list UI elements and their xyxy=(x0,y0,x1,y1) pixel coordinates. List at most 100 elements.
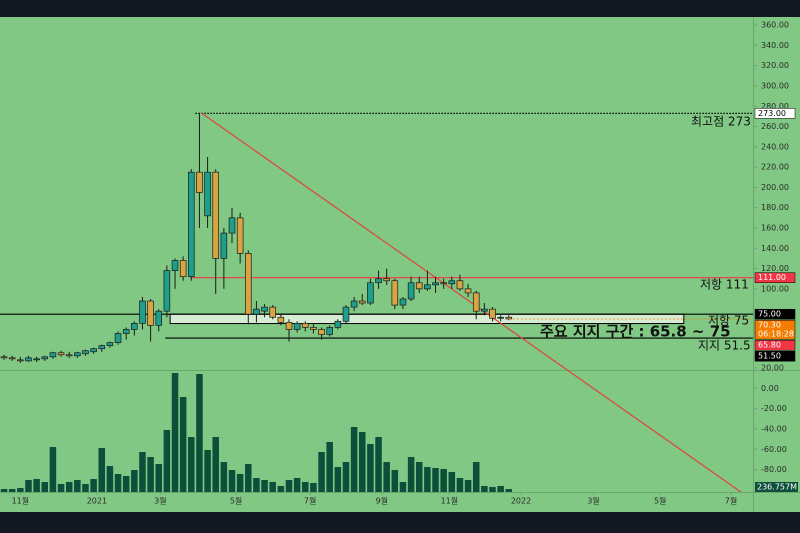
y-tick-label: 300.00 xyxy=(761,81,789,90)
volume-bar xyxy=(114,474,122,492)
volume-bar xyxy=(489,487,496,492)
candle-body xyxy=(0,356,8,359)
volume-bar xyxy=(65,482,73,492)
volume-bar xyxy=(49,447,57,492)
y2-tick-label: -40.00 xyxy=(761,424,787,433)
x-tick-label: 11월 xyxy=(12,496,30,506)
candle-body xyxy=(505,316,513,320)
volume-bar xyxy=(171,373,179,492)
volume-bar xyxy=(358,432,366,492)
candle-body xyxy=(448,280,456,285)
volume-bar xyxy=(17,488,24,492)
volume-bar xyxy=(293,478,301,492)
candle-body xyxy=(326,327,333,335)
candle-body xyxy=(464,288,472,294)
volume-bar xyxy=(277,486,285,492)
y-tick-label: 260.00 xyxy=(761,122,789,131)
x-tick-label: 2021 xyxy=(87,497,107,506)
candle-body xyxy=(293,322,301,330)
volume-bar xyxy=(25,480,32,492)
volume-tag-label: 236.757M xyxy=(757,483,797,492)
annotation: 저항 111 xyxy=(700,278,749,292)
x-tick-label: 3월 xyxy=(587,496,599,506)
volume-bar xyxy=(456,478,464,492)
volume-bar xyxy=(472,462,480,492)
y-tick-label: 180.00 xyxy=(761,203,789,212)
candle-body xyxy=(163,270,171,312)
candle-body xyxy=(285,321,293,330)
candle-body xyxy=(114,333,122,343)
volume-bar xyxy=(334,467,342,492)
x-tick-label: 7월 xyxy=(725,496,737,506)
candle-body xyxy=(456,280,464,290)
candle-body xyxy=(171,260,179,271)
volume-bar xyxy=(302,482,309,492)
candle-body xyxy=(277,316,285,323)
x-tick-label: 9월 xyxy=(376,496,388,506)
volume-bar xyxy=(432,468,439,492)
candle-body xyxy=(220,232,228,259)
candle-body xyxy=(236,217,244,254)
candle-body xyxy=(65,354,73,357)
price-tag-label: 273.00 xyxy=(758,109,786,118)
candle-body xyxy=(74,352,81,357)
candle-body xyxy=(8,357,16,360)
x-tick-label: 5월 xyxy=(654,496,666,506)
volume-bar xyxy=(415,462,423,492)
volume-bar xyxy=(82,484,89,492)
candle-body xyxy=(391,280,399,306)
candle-body xyxy=(82,350,89,355)
volume-bar xyxy=(318,452,325,492)
volume-bar xyxy=(196,374,203,492)
x-tick-label: 2022 xyxy=(511,497,531,506)
candle-body xyxy=(228,217,236,234)
candle-body xyxy=(367,282,374,304)
volume-bar xyxy=(310,483,317,492)
volume-bar xyxy=(407,457,415,492)
y-tick-label: 220.00 xyxy=(761,163,789,172)
price-tag-label: 111.00 xyxy=(758,273,786,282)
candle-body xyxy=(41,356,49,360)
volume-bar xyxy=(155,464,162,492)
candle-body xyxy=(489,308,496,319)
candle-body xyxy=(98,345,106,350)
price-tag-label: 70.30 xyxy=(758,321,781,330)
countdown: 06:18:28 xyxy=(758,330,794,339)
volume-bar xyxy=(220,462,228,492)
volume-bar xyxy=(245,464,252,492)
candle-body xyxy=(245,252,252,315)
volume-bar xyxy=(383,462,390,492)
volume-bar xyxy=(285,480,293,492)
volume-bar xyxy=(106,466,114,492)
plot-area xyxy=(0,112,753,492)
candle-body xyxy=(49,352,57,358)
candle-body xyxy=(497,316,504,319)
candle-body xyxy=(188,171,195,278)
volume-bar xyxy=(399,482,407,492)
volume-bar xyxy=(448,472,456,492)
y-tick-label: 240.00 xyxy=(761,142,789,151)
volume-bar xyxy=(139,452,146,492)
volume-bar xyxy=(57,484,65,492)
volume-bar xyxy=(163,430,171,492)
volume-bar xyxy=(326,442,333,492)
candle-body xyxy=(90,348,97,353)
volume-bar xyxy=(236,474,244,492)
candle-body xyxy=(147,300,154,326)
candle-body xyxy=(342,306,350,322)
candle-body xyxy=(25,357,32,362)
volume-bar xyxy=(497,486,504,492)
candle-body xyxy=(269,306,276,318)
trendline xyxy=(201,112,742,492)
volume-bar xyxy=(188,437,195,492)
y2-tick-label: -60.00 xyxy=(761,445,787,454)
candle-body xyxy=(57,352,65,356)
candle-body xyxy=(472,292,480,312)
y2-tick-label: -20.00 xyxy=(761,404,787,413)
price-tag xyxy=(754,319,796,340)
price-tag xyxy=(754,339,796,351)
y-tick-label: 100.00 xyxy=(761,284,789,293)
volume-bar xyxy=(98,448,106,492)
candle-body xyxy=(139,300,146,324)
y-tick-label: 120.00 xyxy=(761,264,789,273)
